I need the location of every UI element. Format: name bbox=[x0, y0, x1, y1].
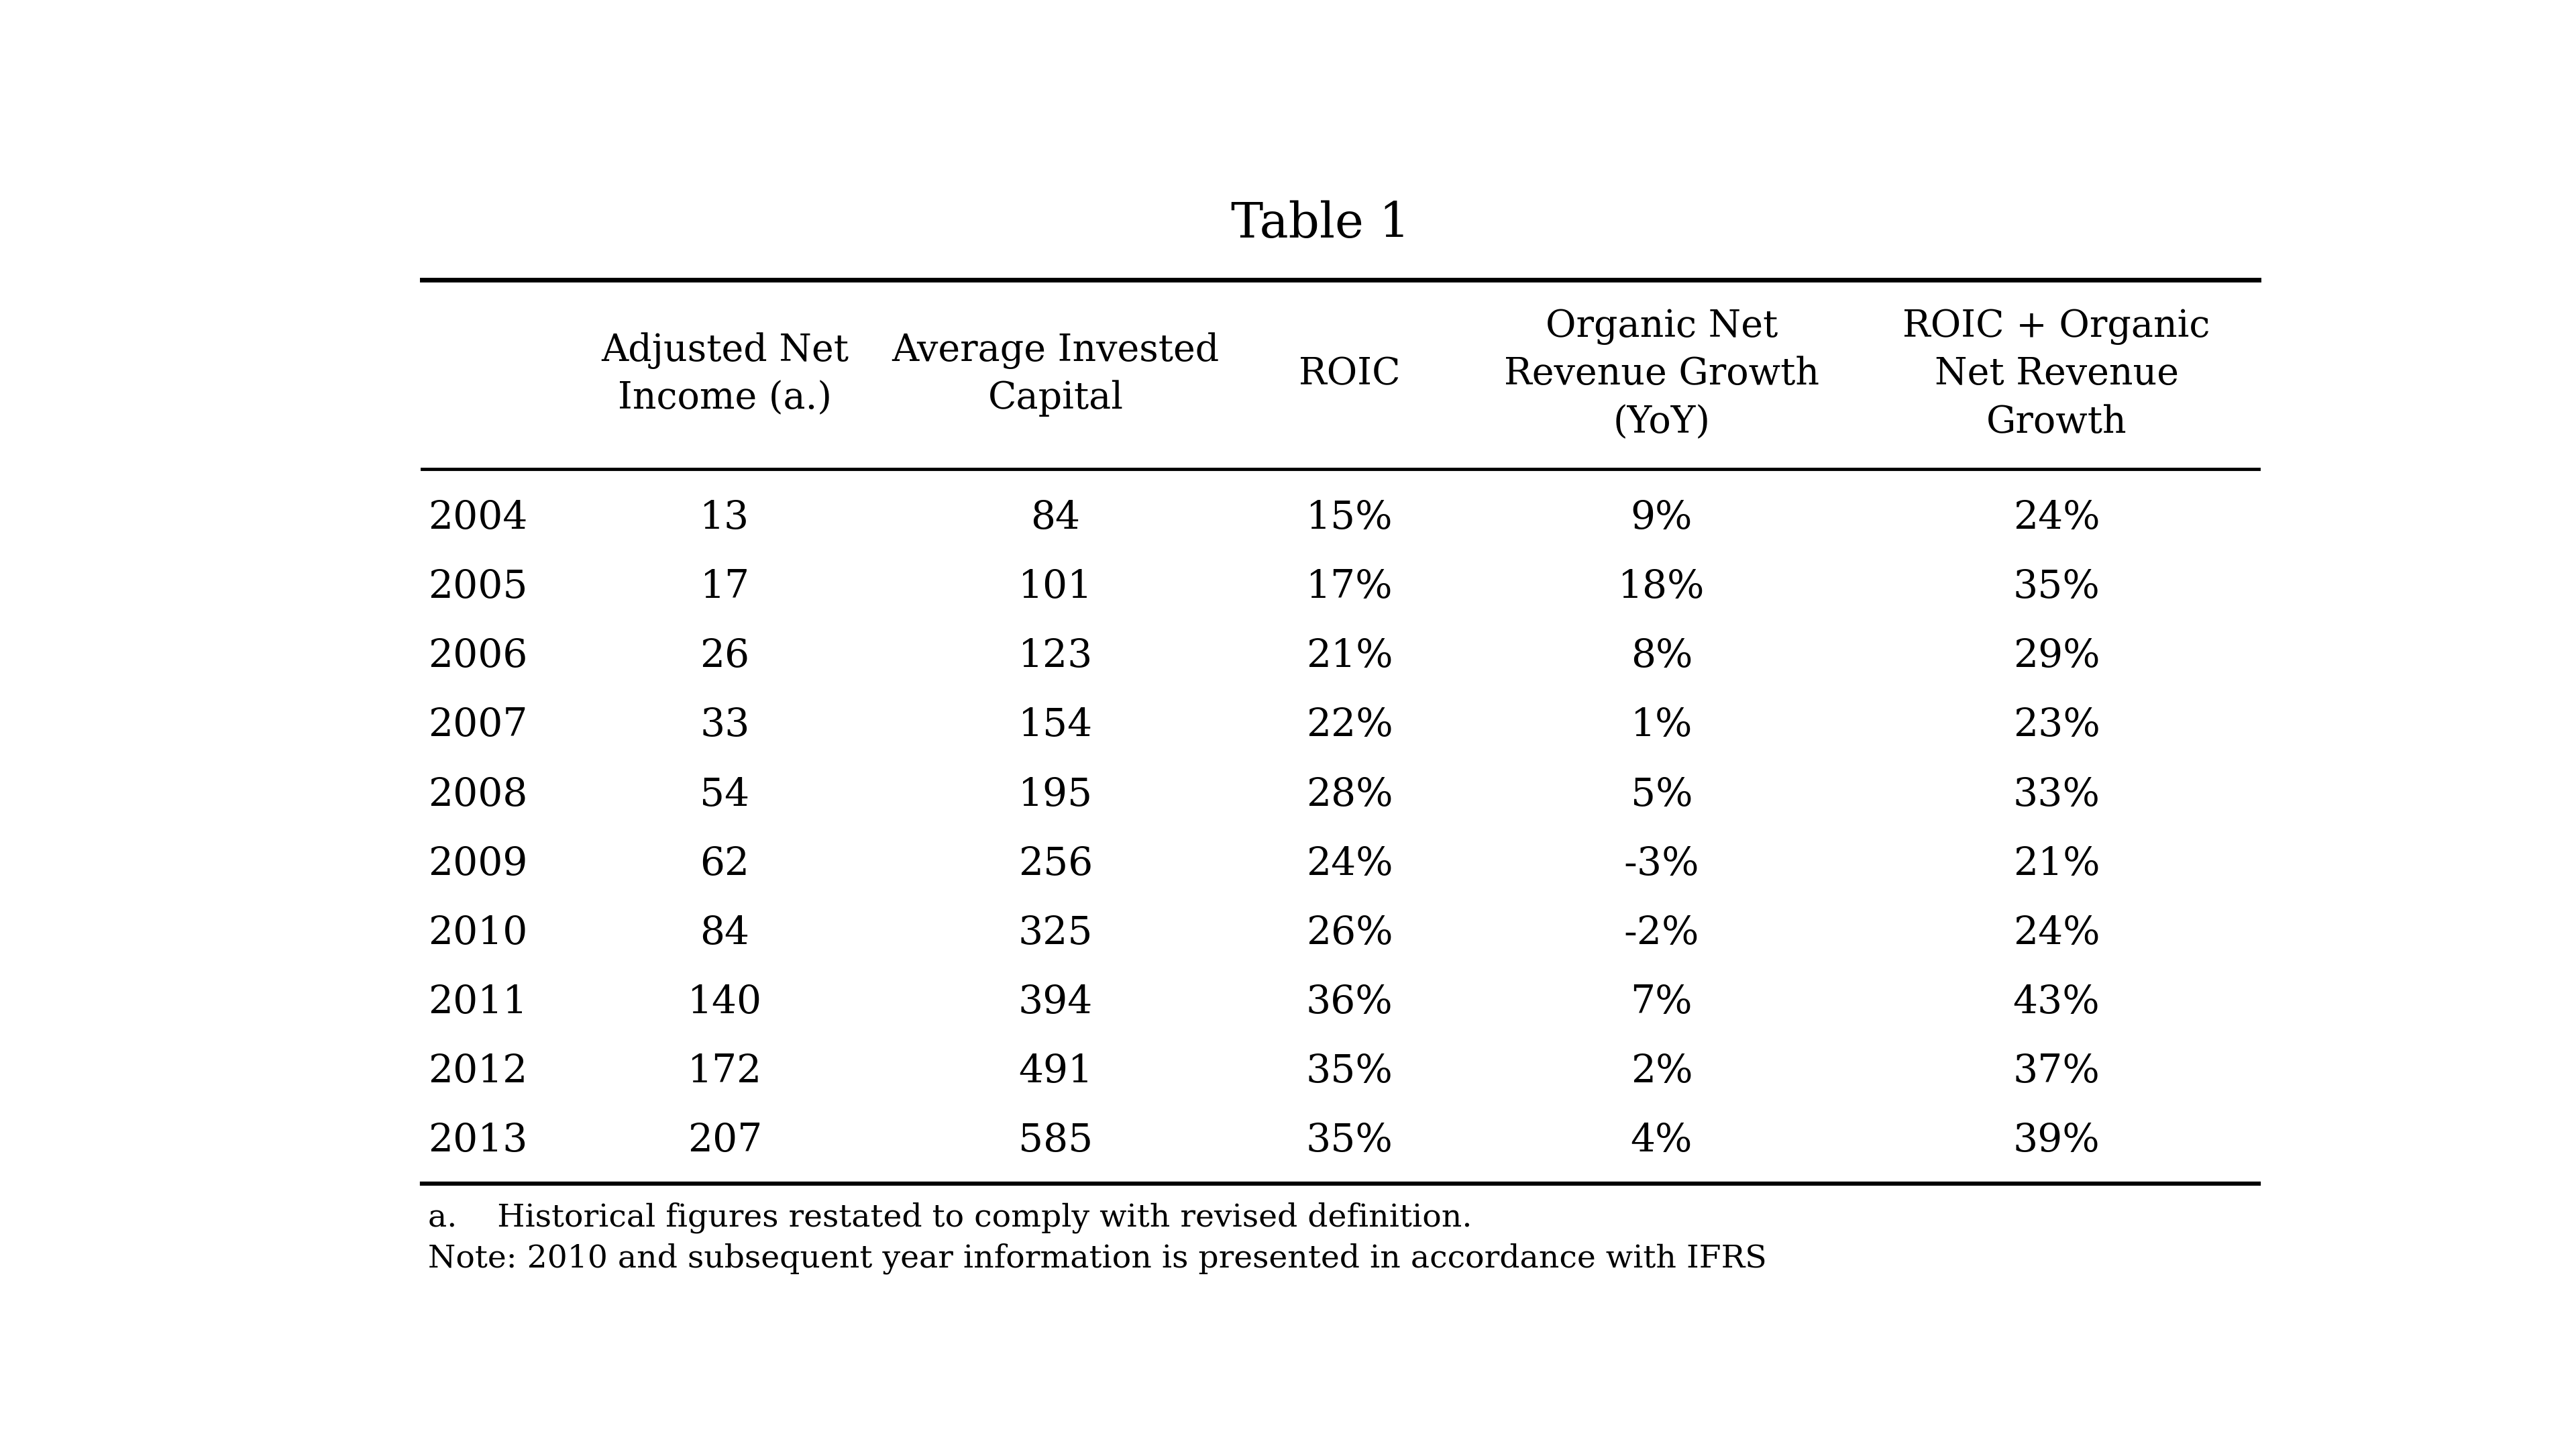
Text: 37%: 37% bbox=[2012, 1053, 2099, 1090]
Text: 21%: 21% bbox=[1306, 637, 1394, 675]
Text: 172: 172 bbox=[688, 1053, 762, 1090]
Text: 4%: 4% bbox=[1631, 1122, 1692, 1160]
Text: 325: 325 bbox=[1018, 914, 1092, 951]
Text: 28%: 28% bbox=[1306, 776, 1394, 814]
Text: 2005: 2005 bbox=[428, 569, 528, 607]
Text: 39%: 39% bbox=[2012, 1122, 2099, 1160]
Text: 24%: 24% bbox=[2012, 500, 2099, 537]
Text: 585: 585 bbox=[1018, 1122, 1092, 1160]
Text: 62: 62 bbox=[701, 846, 750, 883]
Text: 1%: 1% bbox=[1631, 707, 1692, 744]
Text: 2004: 2004 bbox=[428, 500, 528, 537]
Text: 13: 13 bbox=[701, 500, 750, 537]
Text: 394: 394 bbox=[1018, 983, 1092, 1021]
Text: 35%: 35% bbox=[1306, 1053, 1394, 1090]
Text: Table 1: Table 1 bbox=[1231, 200, 1409, 248]
Text: -3%: -3% bbox=[1623, 846, 1700, 883]
Text: 15%: 15% bbox=[1306, 500, 1394, 537]
Text: 33%: 33% bbox=[2012, 776, 2099, 814]
Text: 17%: 17% bbox=[1306, 569, 1394, 607]
Text: 154: 154 bbox=[1018, 707, 1092, 744]
Text: 2012: 2012 bbox=[428, 1053, 528, 1090]
Text: 256: 256 bbox=[1018, 846, 1092, 883]
Text: 23%: 23% bbox=[2012, 707, 2099, 744]
Text: 84: 84 bbox=[701, 914, 750, 951]
Text: 26%: 26% bbox=[1306, 914, 1394, 951]
Text: 101: 101 bbox=[1018, 569, 1092, 607]
Text: 7%: 7% bbox=[1631, 983, 1692, 1021]
Text: 140: 140 bbox=[688, 983, 762, 1021]
Text: 17: 17 bbox=[701, 569, 750, 607]
Text: 195: 195 bbox=[1018, 776, 1092, 814]
Text: 33: 33 bbox=[701, 707, 750, 744]
Text: 29%: 29% bbox=[2012, 637, 2099, 675]
Text: 35%: 35% bbox=[1306, 1122, 1394, 1160]
Text: 43%: 43% bbox=[2012, 983, 2099, 1021]
Text: 26: 26 bbox=[701, 637, 750, 675]
Text: 2013: 2013 bbox=[428, 1122, 528, 1160]
Text: Note: 2010 and subsequent year information is presented in accordance with IFRS: Note: 2010 and subsequent year informati… bbox=[428, 1242, 1767, 1274]
Text: 123: 123 bbox=[1018, 637, 1092, 675]
Text: ROIC: ROIC bbox=[1298, 356, 1401, 392]
Text: 24%: 24% bbox=[1306, 846, 1394, 883]
Text: a.    Historical figures restated to comply with revised definition.: a. Historical figures restated to comply… bbox=[428, 1202, 1471, 1232]
Text: Average Invested
Capital: Average Invested Capital bbox=[891, 332, 1218, 417]
Text: 35%: 35% bbox=[2012, 569, 2099, 607]
Text: 8%: 8% bbox=[1631, 637, 1692, 675]
Text: 5%: 5% bbox=[1631, 776, 1692, 814]
Text: 2008: 2008 bbox=[428, 776, 528, 814]
Text: 2010: 2010 bbox=[428, 914, 528, 951]
Text: 36%: 36% bbox=[1306, 983, 1394, 1021]
Text: -2%: -2% bbox=[1623, 914, 1700, 951]
Text: 18%: 18% bbox=[1618, 569, 1705, 607]
Text: 54: 54 bbox=[701, 776, 750, 814]
Text: Organic Net
Revenue Growth
(YoY): Organic Net Revenue Growth (YoY) bbox=[1504, 308, 1819, 442]
Text: 491: 491 bbox=[1018, 1053, 1092, 1090]
Text: 24%: 24% bbox=[2012, 914, 2099, 951]
Text: 2011: 2011 bbox=[428, 983, 528, 1021]
Text: 21%: 21% bbox=[2012, 846, 2099, 883]
Text: 22%: 22% bbox=[1306, 707, 1394, 744]
Text: Adjusted Net
Income (a.): Adjusted Net Income (a.) bbox=[600, 332, 848, 417]
Text: 2007: 2007 bbox=[428, 707, 528, 744]
Text: ROIC + Organic
Net Revenue
Growth: ROIC + Organic Net Revenue Growth bbox=[1904, 308, 2210, 442]
Text: 207: 207 bbox=[688, 1122, 762, 1160]
Text: 84: 84 bbox=[1030, 500, 1079, 537]
Text: 2009: 2009 bbox=[428, 846, 528, 883]
Text: 2%: 2% bbox=[1631, 1053, 1692, 1090]
Text: 9%: 9% bbox=[1631, 500, 1692, 537]
Text: 2006: 2006 bbox=[428, 637, 528, 675]
